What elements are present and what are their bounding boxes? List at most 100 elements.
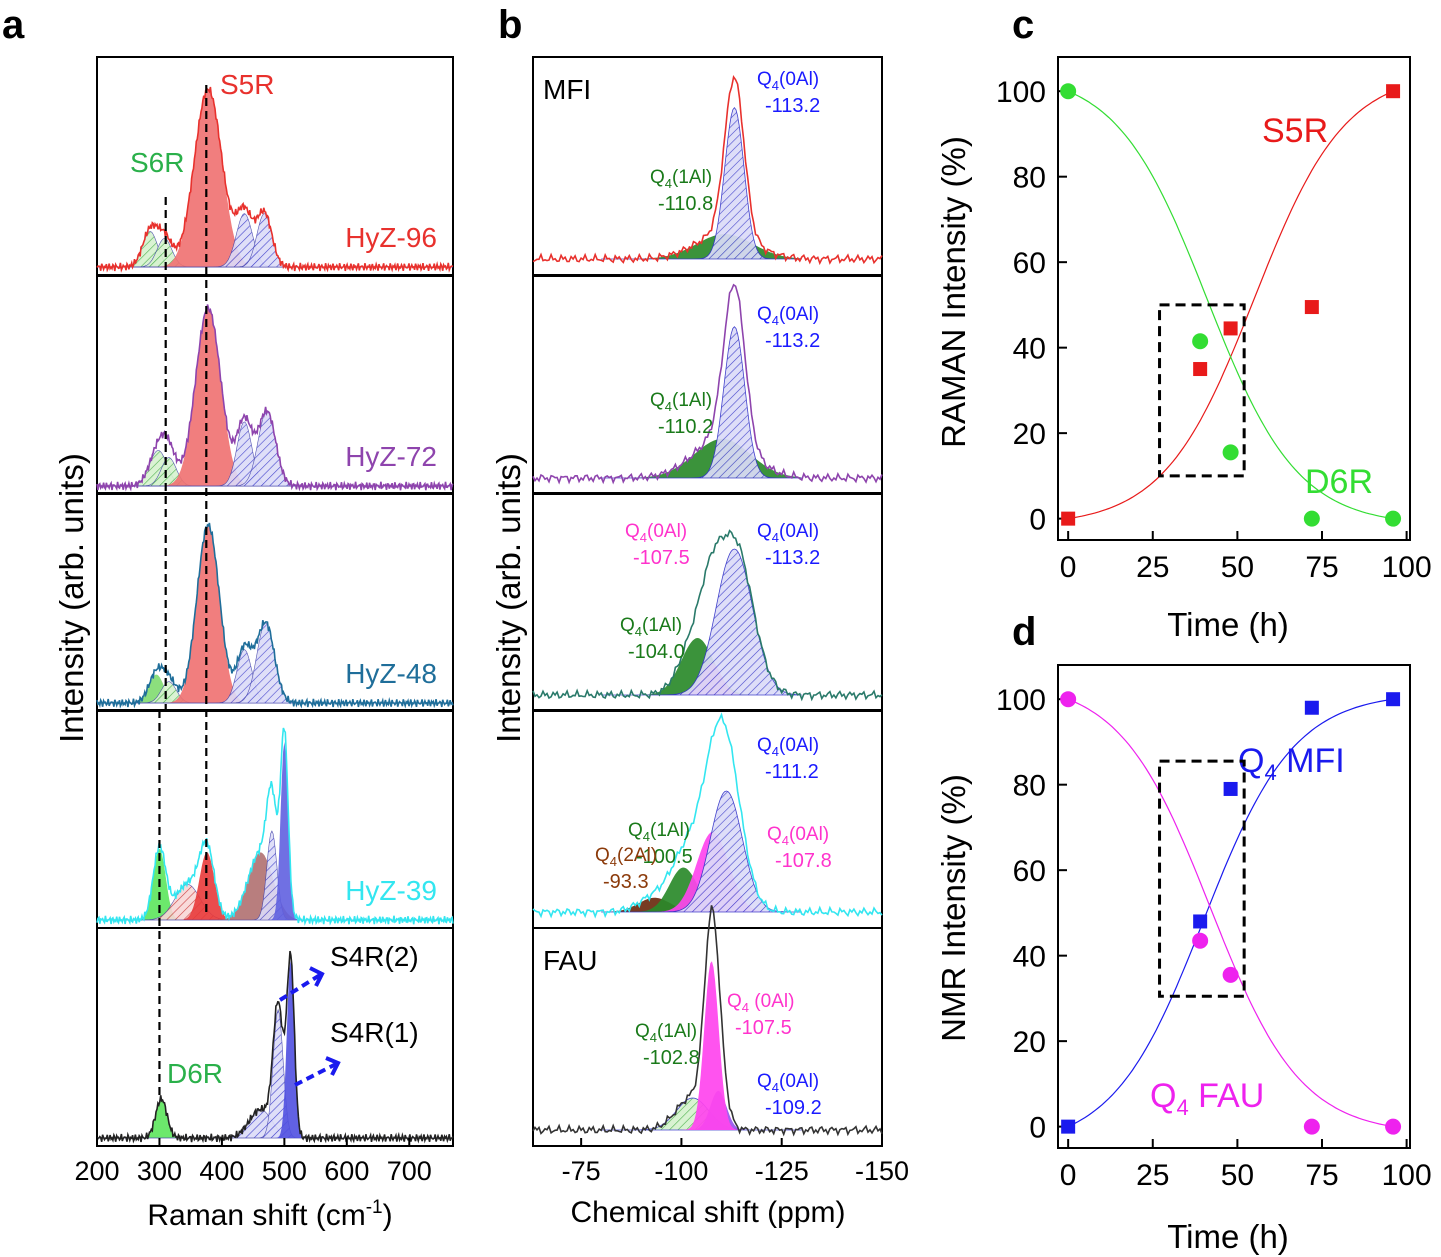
panel-c: RAMAN Intensity (%) Time (h) 0 20 40 60 80 10…	[935, 56, 1432, 643]
data-point-q4-mfi	[1193, 914, 1208, 929]
raman-spectrum-line	[96, 727, 454, 926]
raman-subpanel-3: HyZ-48	[96, 492, 454, 712]
raman-x-tick-700: 700	[387, 1156, 432, 1186]
nmr-peak-value: -107.5	[633, 547, 690, 569]
nmr-fit-peak-1	[601, 438, 802, 478]
raman-label-s5r: S5R	[220, 69, 274, 100]
nmr-peak-label-q: Q	[757, 304, 772, 325]
nmr-peak-label: Q4(0Al)	[757, 304, 819, 328]
panel-a: HyZ-96 HyZ-72 HyZ-48 HyZ-39 S5R S6R D6R S4R(2) S…	[53, 56, 454, 1232]
series-label-sub: 4	[1176, 1095, 1188, 1120]
panel-c-y-tick-80: 80	[1013, 162, 1046, 195]
nmr-peak-value: -93.3	[603, 871, 649, 893]
nmr-peak-value: -113.2	[765, 547, 820, 569]
raman-label-s4r2: S4R(2)	[330, 941, 419, 972]
nmr-spectrum-line	[532, 283, 883, 485]
nmr-peak-value: -100.5	[636, 846, 693, 868]
raman-fit-peak-3	[97, 89, 453, 267]
nmr-peak-label: Q4(1Al)	[620, 615, 682, 639]
nmr-peak-value: -109.2	[765, 1097, 822, 1119]
data-point-q4-mfi	[1386, 692, 1401, 707]
panel-c-plot-frame	[1057, 56, 1411, 541]
panel-c-x-tick-50: 50	[1221, 551, 1254, 584]
raman-x-tick-500: 500	[262, 1156, 307, 1186]
nmr-spectrum-line	[532, 529, 883, 702]
nmr-peak-label-q: Q	[757, 1071, 772, 1092]
series-label-q4-fau: Q4 FAU	[1150, 1077, 1264, 1120]
nmr-fit-peak-1	[601, 897, 802, 912]
series-label-sub: 4	[1264, 760, 1276, 785]
raman-arrowhead-s4r2	[309, 966, 325, 987]
data-point-q4-mfi	[1304, 700, 1319, 715]
nmr-peak-label-q: Q	[767, 824, 782, 845]
series-label-q: Q	[1150, 1077, 1176, 1115]
nmr-stack: MFIFAUQ4(0Al)-113.2Q4(1Al)-110.8Q4(0Al)-…	[532, 56, 883, 1147]
raman-arrow-s4r1	[294, 1062, 337, 1087]
nmr-peak-label-q: Q	[635, 1021, 650, 1042]
nmr-peak-value: -107.8	[775, 850, 832, 872]
raman-x-tick-400: 400	[199, 1156, 244, 1186]
raman-sample-label-hyz-48: HyZ-48	[345, 658, 437, 689]
nmr-peak-label: Q4(0Al)	[757, 735, 819, 759]
data-point-d6r	[1385, 510, 1402, 527]
nmr-peak-label-site: (1Al)	[650, 820, 690, 841]
nmr-peak-value: -113.2	[765, 330, 820, 352]
nmr-peak-value: -110.8	[658, 193, 713, 215]
raman-arrow-s4r2	[278, 973, 322, 1002]
nmr-peak-label-q: Q	[650, 167, 665, 188]
nmr-fit-peak-4	[601, 790, 802, 913]
raman-spectrum-line	[96, 86, 454, 273]
data-point-s5r	[1304, 300, 1319, 315]
nmr-x-tick-1: -100	[654, 1156, 708, 1186]
nmr-peak-label-q: Q	[628, 820, 643, 841]
panel-d-x-tick-25: 25	[1136, 1159, 1169, 1192]
nmr-peak-label-site: (0Al)	[789, 824, 829, 845]
panel-d-plot-frame	[1057, 664, 1411, 1149]
nmr-peak-label: Q4(1Al)	[650, 390, 712, 414]
series-label-rest: MFI	[1277, 742, 1345, 780]
nmr-panel-label-fau: FAU	[543, 945, 597, 976]
nmr-fit-peak-3	[601, 961, 802, 1130]
panel-c-x-tick-100: 100	[1382, 551, 1432, 584]
series-label-d6r: D6R	[1305, 463, 1373, 501]
raman-x-label-end: )	[383, 1199, 393, 1232]
nmr-peak-label-sub: 4	[772, 744, 779, 759]
raman-stack: HyZ-96 HyZ-72 HyZ-48 HyZ-39 S5R S6R D6R S4R(2) S…	[96, 56, 454, 1147]
nmr-panel-label-mfi: MFI	[543, 74, 591, 105]
raman-x-tick-200: 200	[74, 1156, 119, 1186]
panel-d-y-tick-40: 40	[1013, 941, 1046, 974]
nmr-peak-label-sub: 4	[650, 1030, 657, 1045]
panel-c-y-tick-100: 100	[996, 76, 1046, 109]
nmr-peak-value: -102.8	[643, 1047, 700, 1069]
panel-c-y-tick-0: 0	[1029, 504, 1046, 537]
nmr-peak-label-site: (0Al)	[779, 521, 819, 542]
nmr-peak-value: -113.2	[765, 95, 820, 117]
nmr-peak-label-sub: 4	[742, 1000, 749, 1015]
raman-arrowhead-s4r1	[325, 1056, 341, 1076]
data-point-d6r	[1303, 510, 1320, 527]
data-point-s5r	[1386, 84, 1401, 99]
raman-x-axis-label: Raman shift (cm-1)	[147, 1197, 392, 1232]
data-point-q4-fau	[1192, 932, 1209, 949]
raman-spectrum-line	[96, 304, 454, 492]
data-point-q4-fau	[1303, 1118, 1320, 1135]
nmr-peak-label: Q4(2Al)	[595, 845, 657, 869]
raman-x-tick-300: 300	[137, 1156, 182, 1186]
nmr-subpanel-frame	[532, 927, 883, 1147]
nmr-peak-label: Q4(1Al)	[650, 167, 712, 191]
nmr-x-axis-label: Chemical shift (ppm)	[570, 1196, 845, 1229]
panel-d: NMR Intensity (%) Time (h) 0 20 40 60 80 100 0…	[935, 664, 1432, 1255]
nmr-peak-value: -107.5	[735, 1017, 792, 1039]
series-label-rest: FAU	[1189, 1077, 1265, 1115]
nmr-peak-label-q: Q	[757, 735, 772, 756]
nmr-peak-value: -104.0	[628, 641, 685, 663]
nmr-peak-label-site: (0Al)	[749, 991, 794, 1012]
raman-y-axis-label: Intensity (arb. units)	[53, 453, 90, 743]
nmr-peak-label-sub: 4	[772, 1080, 779, 1095]
nmr-peak-label-site: (0Al)	[779, 304, 819, 325]
raman-x-label-main: Raman shift (cm	[147, 1199, 365, 1232]
nmr-x-tick-2: -125	[755, 1156, 809, 1186]
nmr-subpanel-4	[532, 709, 883, 929]
nmr-peak-label-site: (1Al)	[672, 167, 712, 188]
